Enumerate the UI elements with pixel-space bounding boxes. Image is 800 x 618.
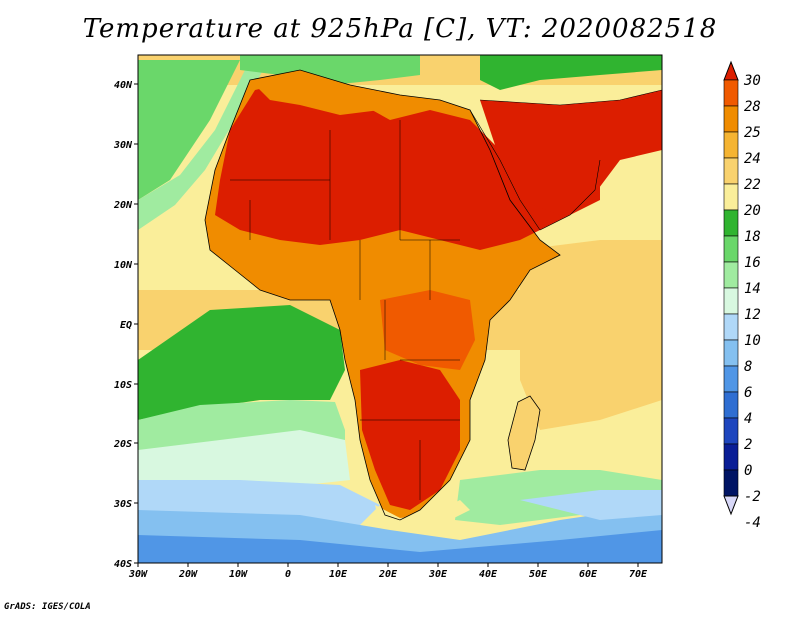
colorbar-swatch	[723, 365, 739, 393]
lon-label: 0	[285, 569, 291, 580]
colorbar-swatch	[723, 79, 739, 107]
colorbar-label: -2	[744, 489, 761, 505]
south-atlantic-green	[138, 305, 345, 420]
colorbar-label: 16	[744, 255, 761, 271]
colorbar-bottom-arrow	[723, 495, 739, 516]
southern-ocean-deep	[138, 530, 662, 563]
grads-credit: GrADS: IGES/COLA	[4, 602, 91, 612]
lon-label: 70E	[629, 569, 648, 580]
colorbar-swatch	[723, 391, 739, 419]
lat-label: EQ	[120, 320, 132, 331]
colorbar-label: 4	[744, 411, 752, 427]
southern-africa-hot	[360, 360, 460, 510]
south-atlantic-pale	[138, 430, 350, 495]
indian-ocean-warm	[520, 240, 662, 430]
europe-green	[240, 55, 420, 85]
colorbar-swatch	[723, 417, 739, 445]
colorbar-swatch	[723, 235, 739, 263]
lat-label: 20S	[113, 439, 132, 450]
colorbar-swatch	[723, 469, 739, 497]
colorbar-swatch	[723, 105, 739, 133]
lon-label: 10E	[329, 569, 348, 580]
colorbar-label: 10	[744, 333, 761, 349]
colorbar-label: 30	[743, 73, 761, 89]
lon-label: 60E	[579, 569, 598, 580]
colorbar-label: 6	[744, 385, 752, 401]
lon-label: 40E	[479, 569, 498, 580]
colorbar-swatch	[723, 287, 739, 315]
lat-axis: 40N 30N 20N 10N EQ 10S 20S 30S 40S	[113, 80, 138, 570]
eastern-europe-green	[480, 55, 662, 90]
lat-label: 20N	[113, 200, 133, 211]
colorbar-label: 8	[744, 359, 752, 375]
atlantic-green-band	[138, 60, 240, 200]
colorbar-label: 0	[744, 463, 752, 479]
colorbar-label: 14	[744, 281, 761, 297]
south-indian-blue	[520, 490, 662, 520]
south-tip-pale	[375, 500, 470, 528]
atlantic-light-green	[138, 60, 262, 230]
lon-label: 20E	[378, 569, 398, 580]
red-sea-line	[469, 109, 541, 231]
colorbar-label: 28	[744, 99, 761, 115]
lon-label: 30E	[428, 569, 448, 580]
map-plot-area	[138, 55, 662, 563]
colorbar-swatch	[723, 183, 739, 211]
lat-label: 30S	[113, 499, 132, 510]
north-africa-warm	[250, 70, 400, 115]
lat-label: 40S	[114, 559, 132, 570]
africa-coastline	[204, 69, 561, 521]
colorbar-swatch	[723, 209, 739, 237]
lon-label: 30W	[128, 569, 148, 580]
colorbar-swatch	[723, 443, 739, 471]
lat-label: 10N	[114, 260, 133, 271]
colorbar-swatch	[723, 131, 739, 159]
map-title: Temperature at 925hPa [C], VT: 202008251…	[82, 14, 718, 44]
colorbar-top-arrow	[723, 60, 739, 81]
lat-label: 40N	[114, 80, 133, 91]
colorbar-label: 24	[744, 151, 761, 167]
colorbar-swatch	[723, 261, 739, 289]
colorbar-label: 25	[744, 125, 761, 141]
lon-label: 10W	[229, 569, 248, 580]
colorbar-label: 22	[744, 177, 761, 193]
arabia-coastline	[479, 89, 662, 231]
colorbar-label: -4	[744, 515, 761, 531]
colorbar-label: 2	[744, 437, 752, 453]
lon-label: 20W	[178, 569, 198, 580]
colorbar-label: 12	[744, 307, 761, 323]
sahara-hot-core	[215, 80, 600, 250]
border-lines	[230, 120, 460, 500]
colorbar-label: 18	[744, 229, 761, 245]
lat-label: 10S	[114, 380, 132, 391]
arabia-hot	[480, 90, 662, 215]
colorbar-swatch	[723, 313, 739, 341]
madagascar	[508, 396, 540, 470]
colorbar-swatch	[723, 339, 739, 367]
lon-axis: 30W 20W 10W 0 10E 20E 30E 40E 50E 60E 70…	[128, 563, 648, 580]
map-frame	[137, 54, 663, 564]
colorbar-swatch	[723, 157, 739, 185]
madagascar-coastline	[507, 395, 541, 471]
east-africa-hot	[380, 290, 475, 370]
lon-label: 50E	[529, 569, 548, 580]
colorbar-label: 20	[744, 203, 761, 219]
lat-label: 30N	[113, 140, 133, 151]
